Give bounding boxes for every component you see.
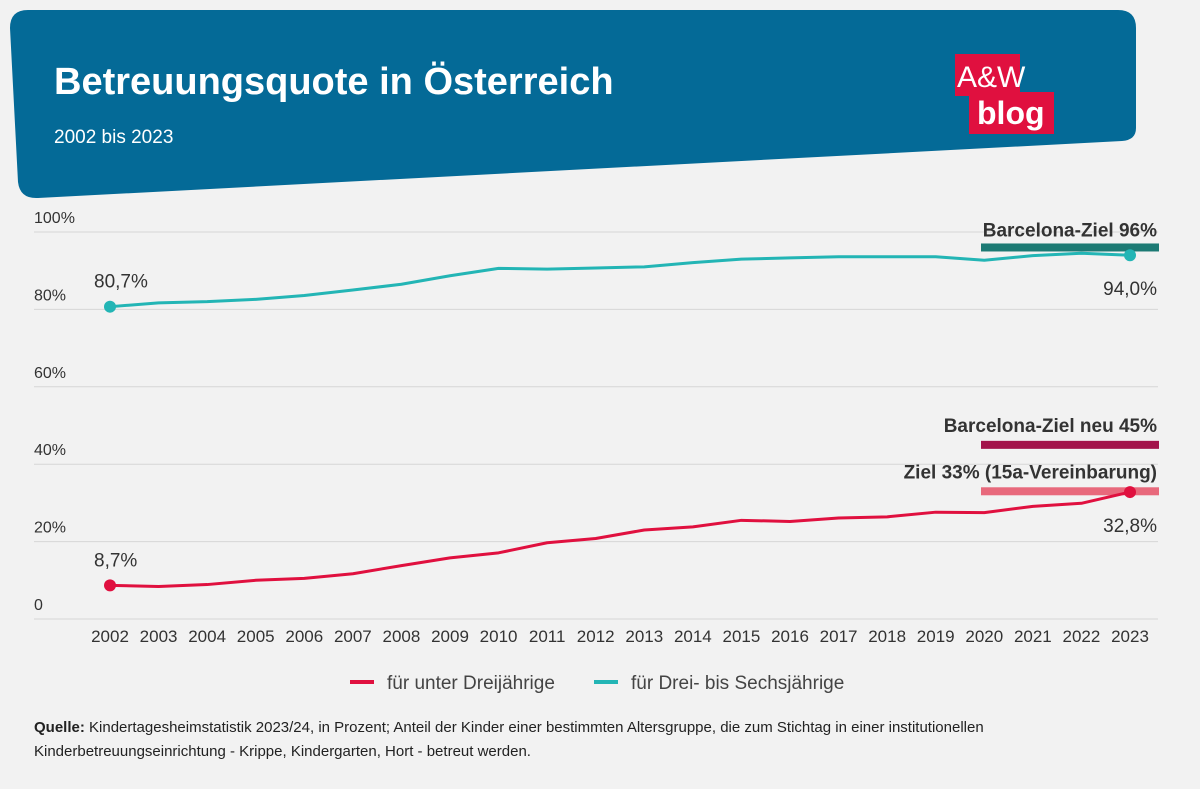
header-banner [10,10,1136,199]
grid [34,231,1158,620]
series-line [109,251,1131,309]
source-text: Kindertagesheimstatistik 2023/24, in Pro… [34,719,984,760]
target-label: Barcelona-Ziel neu 45% [944,416,1157,437]
x-tick-label: 2015 [723,627,761,646]
chart-title: Betreuungsquote in Österreich [54,60,614,103]
x-tick-label: 2003 [140,627,178,646]
x-tick-label: 2018 [868,627,906,646]
x-tick-label: 2006 [285,627,323,646]
end-value-label: 32,8% [1103,516,1157,537]
x-tick-label: 2007 [334,627,372,646]
legend: für unter Dreijährige für Drei- bis Sech… [350,673,844,694]
x-tick-label: 2004 [188,627,226,646]
x-tick-label: 2022 [1063,627,1101,646]
x-tick-label: 2005 [237,627,275,646]
y-tick-label: 80% [34,287,66,304]
legend-label-3to6: für Drei- bis Sechsjährige [631,673,844,694]
data-point [1124,249,1136,262]
x-tick-label: 2020 [965,627,1003,646]
x-tick-label: 2011 [529,627,566,646]
legend-label-under3: für unter Dreijährige [387,673,555,694]
target-bar [981,243,1159,252]
x-tick-label: 2008 [383,627,421,646]
x-tick-label: 2019 [917,627,955,646]
data-point [104,579,116,592]
aw-blog-logo: A&W blog [955,54,1054,134]
y-tick-label: 0 [34,597,43,614]
start-value-label: 80,7% [94,272,148,293]
series [104,249,1136,592]
series-line [109,490,1131,588]
end-value-label: 94,0% [1103,279,1157,300]
source-note: Quelle: Kindertagesheimstatistik 2023/24… [34,716,1164,764]
x-tick-label: 2009 [431,627,469,646]
y-tick-label: 20% [34,520,66,537]
x-tick-label: 2002 [91,627,129,646]
x-tick-label: 2017 [820,627,858,646]
start-value-label: 8,7% [94,550,137,571]
x-tick-label: 2013 [625,627,663,646]
y-tick-label: 60% [34,365,66,382]
source-label: Quelle: [34,719,85,736]
chart-subtitle: 2002 bis 2023 [54,127,173,148]
target-label: Ziel 33% (15a-Vereinbarung) [904,462,1157,483]
x-tick-label: 2012 [577,627,615,646]
target-bar [981,440,1159,449]
x-tick-label: 2016 [771,627,809,646]
x-tick-label: 2023 [1111,627,1149,646]
logo-line2: blog [977,95,1045,131]
x-tick-label: 2021 [1014,627,1052,646]
target-bar [981,487,1159,496]
y-tick-label: 100% [34,210,75,227]
y-tick-label: 40% [34,442,66,459]
logo-line1: A&W [957,61,1026,94]
targets: Barcelona-Ziel 96% Barcelona-Ziel neu 45%… [904,220,1159,496]
x-tick-label: 2014 [674,627,712,646]
data-point [104,300,116,313]
data-labels: 8,7% 32,8% 80,7% 94,0% [94,272,1157,572]
y-axis: 0 20% 40% 60% 80% 100% [34,210,75,614]
x-axis: 2002 2003 2004 2005 2006 2007 2008 2009 2010 2011… [91,627,1149,646]
target-label: Barcelona-Ziel 96% [983,220,1157,241]
data-point [1124,486,1136,499]
x-tick-label: 2010 [480,627,518,646]
